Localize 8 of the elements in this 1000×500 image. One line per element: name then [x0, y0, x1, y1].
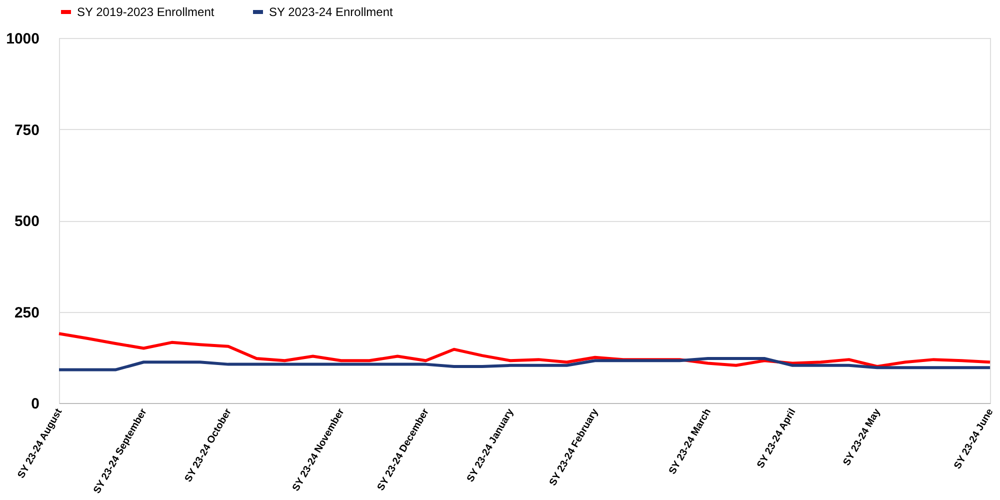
y-tick-label: 500: [14, 213, 40, 230]
line-series: [58, 356, 992, 372]
y-tick-label: 750: [14, 122, 40, 139]
y-tick-label: 250: [14, 304, 40, 322]
y-tick-label: 1000: [6, 30, 40, 48]
y-tick-label: 0: [31, 396, 40, 412]
legend-label: SY 2019-2023 Enrollment: [77, 5, 215, 19]
legend-label: SY 2023-24 Enrollment: [269, 5, 394, 19]
